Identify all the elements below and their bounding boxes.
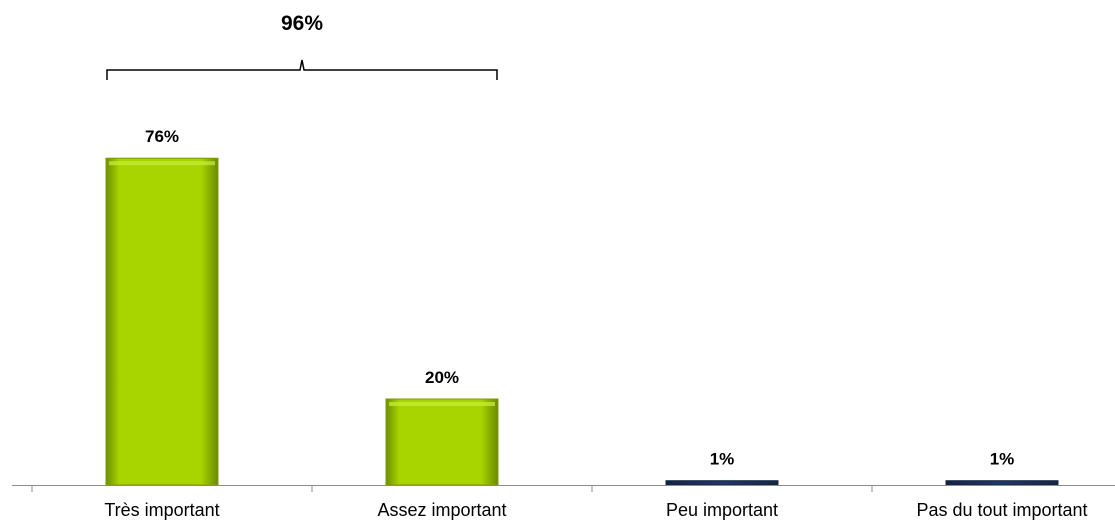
bar-bevel-tres-important [109,161,215,166]
group-bracket [106,59,498,80]
group-bracket-annotation: 96% [106,12,498,80]
category-label-tres-important: Très important [104,500,219,520]
bars-layer [105,157,1059,486]
bar-tres-important [105,157,219,486]
value-labels-layer: 76% 20% 1% 1% [145,127,1014,469]
value-label-peu-important: 1% [710,450,735,469]
category-label-assez-important: Assez important [377,500,506,520]
bar-peu-important [665,480,779,486]
bar-assez-important [385,398,499,486]
value-label-tres-important: 76% [145,127,179,146]
group-total-label: 96% [281,12,323,35]
bar-bevel-assez-important [389,402,495,406]
category-labels-layer: Très important Assez important Peu importa… [104,500,1087,520]
value-label-assez-important: 20% [425,368,459,387]
x-axis [12,485,1115,492]
category-label-pas-du-tout-important: Pas du tout important [916,500,1087,520]
category-label-peu-important: Peu important [666,500,778,520]
bar-pas-du-tout-important [945,480,1059,486]
value-label-pas-du-tout-important: 1% [990,450,1015,469]
